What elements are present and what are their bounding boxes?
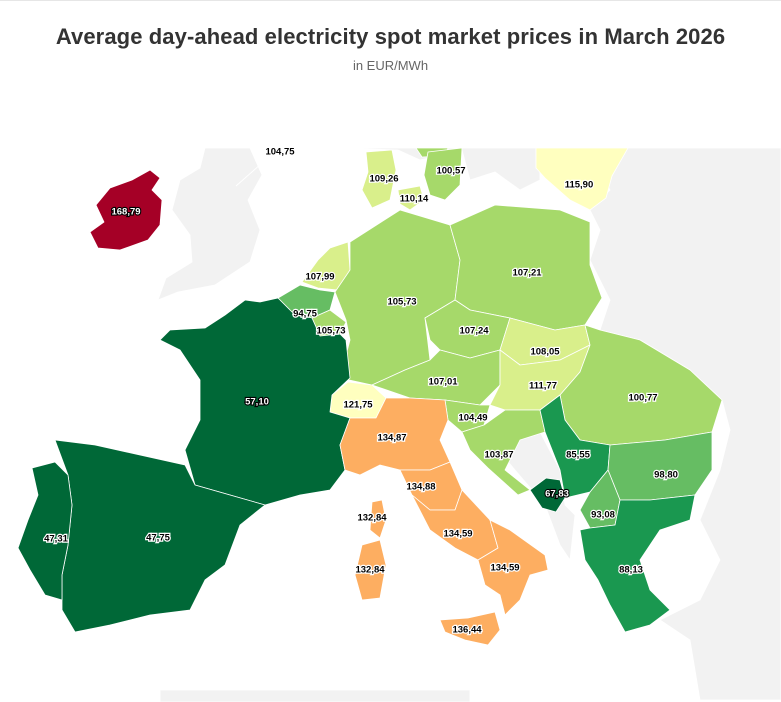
label-luxembourg: 105,73 [316,326,345,337]
bg-land-uk [157,148,263,301]
label-dk-west: 109,26 [369,174,398,185]
label-greece: 88,13 [619,565,643,576]
region-montenegro [529,477,566,513]
label-montenegro: 67,83 [545,489,569,500]
label-se-south: 100,57 [436,166,465,177]
label-corsica: 132,84 [357,513,387,524]
label-switzerland: 121,75 [343,400,373,411]
region-netherlands [301,241,351,291]
label-slovakia: 108,05 [530,347,560,358]
data-labels: 104,75 109,26 100,57 110,14 115,90 168,7… [43,145,679,636]
region-corsica [369,499,387,539]
chart-title: Average day-ahead electricity spot marke… [55,24,726,49]
label-croatia: 103,87 [484,450,513,461]
label-italy-centre-south: 134,59 [443,529,472,540]
label-italy-north: 134,87 [377,433,406,444]
label-germany: 105,73 [387,297,416,308]
region-greece [579,494,696,633]
label-czechia: 107,24 [459,326,489,337]
bg-land-north-africa [159,689,471,702]
region-dk-west [361,149,397,209]
label-north-macedonia: 93,08 [591,510,615,521]
label-sicily: 136,44 [452,625,482,636]
label-slovenia: 104,49 [458,413,487,424]
label-no-north: 104,75 [265,147,295,158]
label-italy-centre-north: 134,88 [406,482,435,493]
label-ireland: 168,79 [111,207,140,218]
top-divider [0,0,781,1]
label-bulgaria: 98,80 [654,470,678,481]
label-hungary: 111,77 [529,381,557,392]
label-portugal: 47,31 [44,534,68,545]
region-se-south [423,148,463,201]
label-belgium: 94,75 [293,309,317,320]
label-sardinia: 132,84 [355,565,385,576]
chart-subtitle: in EUR/MWh [352,58,429,73]
bg-land-balkans [489,431,576,562]
label-italy-south: 134,59 [490,563,519,574]
region-sardinia [354,539,387,601]
region-ireland [89,169,163,251]
bg-land-east [559,148,781,701]
map-layer [17,148,781,702]
leader-line [235,155,271,187]
label-netherlands: 107,99 [305,272,334,283]
region-lithuania [535,148,629,211]
label-poland: 107,21 [512,268,542,279]
label-lithuania: 115,90 [565,180,594,191]
region-sicily [439,611,501,646]
region-france [159,297,351,506]
label-spain: 47,75 [146,533,170,544]
label-serbia: 85,55 [566,450,590,461]
label-romania: 100,77 [628,393,657,404]
region-dk-east [397,185,425,211]
label-austria: 107,01 [428,377,458,388]
label-dk-east: 110,14 [400,194,429,205]
label-france: 57,10 [245,397,269,408]
region-croatia [461,409,546,496]
region-italy-south [477,519,549,616]
region-portugal [17,461,73,601]
